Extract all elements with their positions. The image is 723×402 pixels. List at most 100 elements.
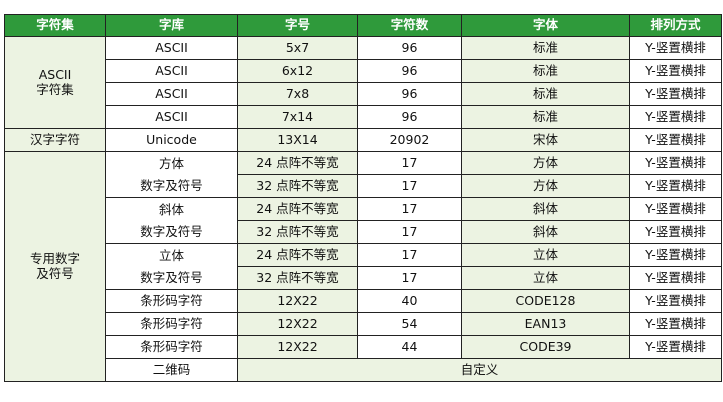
library-cell: 二维码 — [105, 358, 238, 382]
arrangement-cell: Y-竖置横排 — [629, 151, 722, 175]
library-name-line2: 数字及符号 — [140, 269, 203, 285]
table-row: 32 点阵不等宽 17 方体 Y-竖置横排 — [5, 174, 722, 198]
header-charset: 字符集 — [4, 14, 106, 37]
count-cell: 17 — [357, 243, 462, 267]
font-spec-table: 字符集 字库 字号 字符数 字体 排列方式 ASCII 字符集 ASCII 5x… — [4, 14, 722, 382]
library-name-line1: 立体 — [158, 247, 184, 263]
arrangement-cell: Y-竖置横排 — [629, 243, 722, 267]
table-row: ASCII 6x12 96 标准 Y-竖置横排 — [5, 59, 722, 83]
size-cell: 24 点阵不等宽 — [237, 243, 358, 267]
special-charset-label-line1: 专用数字 — [29, 251, 80, 267]
count-cell: 17 — [357, 197, 462, 221]
header-font: 字体 — [461, 14, 630, 37]
library-cell: 立体 数字及符号 — [105, 243, 238, 290]
arrangement-cell: Y-竖置横排 — [629, 105, 722, 129]
table-row: 条形码字符 12X22 44 CODE39 Y-竖置横排 — [5, 335, 722, 359]
font-cell: 宋体 — [461, 128, 630, 152]
library-name-line2: 数字及符号 — [140, 177, 203, 193]
arrangement-cell: Y-竖置横排 — [629, 220, 722, 244]
size-cell: 32 点阵不等宽 — [237, 220, 358, 244]
arrangement-cell: Y-竖置横排 — [629, 128, 722, 152]
size-cell: 24 点阵不等宽 — [237, 151, 358, 175]
count-cell: 17 — [357, 174, 462, 198]
size-cell: 24 点阵不等宽 — [237, 197, 358, 221]
count-cell: 20902 — [357, 128, 462, 152]
font-cell: 方体 — [461, 151, 630, 175]
arrangement-cell: Y-竖置横排 — [629, 36, 722, 60]
size-cell: 12X22 — [237, 289, 358, 313]
arrangement-cell: Y-竖置横排 — [629, 289, 722, 313]
table-row: 条形码字符 12X22 40 CODE128 Y-竖置横排 — [5, 289, 722, 313]
font-cell: 标准 — [461, 82, 630, 106]
count-cell: 96 — [357, 36, 462, 60]
library-name-line1: 斜体 — [158, 201, 184, 217]
font-cell: 标准 — [461, 36, 630, 60]
size-cell: 32 点阵不等宽 — [237, 174, 358, 198]
library-name-line1: 方体 — [158, 155, 184, 171]
table-row: ASCII 字符集 ASCII 5x7 96 标准 Y-竖置横排 — [4, 36, 722, 129]
size-cell: 7x8 — [237, 82, 358, 106]
size-cell: 12X22 — [237, 335, 358, 359]
size-cell: 6x12 — [237, 59, 358, 83]
size-cell: 12X22 — [237, 312, 358, 336]
library-cell: 斜体 数字及符号 — [105, 197, 238, 244]
count-cell: 96 — [357, 59, 462, 83]
size-cell: 7x14 — [237, 105, 358, 129]
library-cell: 条形码字符 — [105, 289, 238, 313]
ascii-charset-cell: ASCII 字符集 — [4, 36, 106, 129]
library-cell: ASCII — [105, 36, 238, 60]
count-cell: 17 — [357, 151, 462, 175]
arrangement-cell: Y-竖置横排 — [629, 335, 722, 359]
arrangement-cell: Y-竖置横排 — [629, 82, 722, 106]
font-cell: 标准 — [461, 105, 630, 129]
table-row: 立体 数字及符号 24 点阵不等宽 17 立体 Y-竖置横排 — [5, 243, 722, 290]
library-name-line2: 数字及符号 — [140, 223, 203, 239]
size-cell: 32 点阵不等宽 — [237, 266, 358, 290]
custom-value-cell: 自定义 — [237, 358, 722, 382]
size-cell: 13X14 — [237, 128, 358, 152]
library-cell: 方体 数字及符号 — [105, 151, 238, 198]
library-cell: Unicode — [105, 128, 238, 152]
special-charset-cell: 专用数字 及符号 — [4, 151, 106, 382]
arrangement-cell: Y-竖置横排 — [629, 197, 722, 221]
table-row: 32 点阵不等宽 17 立体 Y-竖置横排 — [5, 266, 722, 290]
table-row: 斜体 数字及符号 24 点阵不等宽 17 斜体 Y-竖置横排 — [5, 197, 722, 244]
arrangement-cell: Y-竖置横排 — [629, 174, 722, 198]
table-row: 条形码字符 12X22 54 EAN13 Y-竖置横排 — [5, 312, 722, 336]
table-row: ASCII 7x8 96 标准 Y-竖置横排 — [5, 82, 722, 106]
header-arrangement: 排列方式 — [629, 14, 722, 37]
library-cell: 条形码字符 — [105, 312, 238, 336]
library-cell: ASCII — [105, 82, 238, 106]
special-charset-label-line2: 及符号 — [36, 265, 74, 281]
count-cell: 96 — [357, 82, 462, 106]
font-cell: CODE128 — [461, 289, 630, 313]
font-cell: 斜体 — [461, 197, 630, 221]
header-size: 字号 — [237, 14, 358, 37]
table-row: 汉字字符 Unicode 13X14 20902 宋体 Y-竖置横排 — [4, 128, 722, 152]
header-count: 字符数 — [357, 14, 462, 37]
header-row: 字符集 字库 字号 字符数 字体 排列方式 — [4, 14, 722, 37]
table-row: 二维码 自定义 — [5, 358, 722, 382]
count-cell: 17 — [357, 266, 462, 290]
table-row: 专用数字 及符号 方体 数字及符号 24 点阵不等宽 17 方体 Y-竖置横排 — [4, 151, 722, 382]
library-cell: ASCII — [105, 105, 238, 129]
arrangement-cell: Y-竖置横排 — [629, 59, 722, 83]
font-cell: 标准 — [461, 59, 630, 83]
arrangement-cell: Y-竖置横排 — [629, 312, 722, 336]
arrangement-cell: Y-竖置横排 — [629, 266, 722, 290]
font-cell: 立体 — [461, 243, 630, 267]
count-cell: 54 — [357, 312, 462, 336]
ascii-charset-label-line2: 字符集 — [36, 81, 74, 97]
font-cell: 方体 — [461, 174, 630, 198]
header-library: 字库 — [105, 14, 238, 37]
font-cell: 立体 — [461, 266, 630, 290]
size-cell: 5x7 — [237, 36, 358, 60]
count-cell: 96 — [357, 105, 462, 129]
hanzi-charset-cell: 汉字字符 — [4, 128, 106, 152]
count-cell: 17 — [357, 220, 462, 244]
font-cell: CODE39 — [461, 335, 630, 359]
library-cell: 条形码字符 — [105, 335, 238, 359]
count-cell: 40 — [357, 289, 462, 313]
font-cell: 斜体 — [461, 220, 630, 244]
count-cell: 44 — [357, 335, 462, 359]
